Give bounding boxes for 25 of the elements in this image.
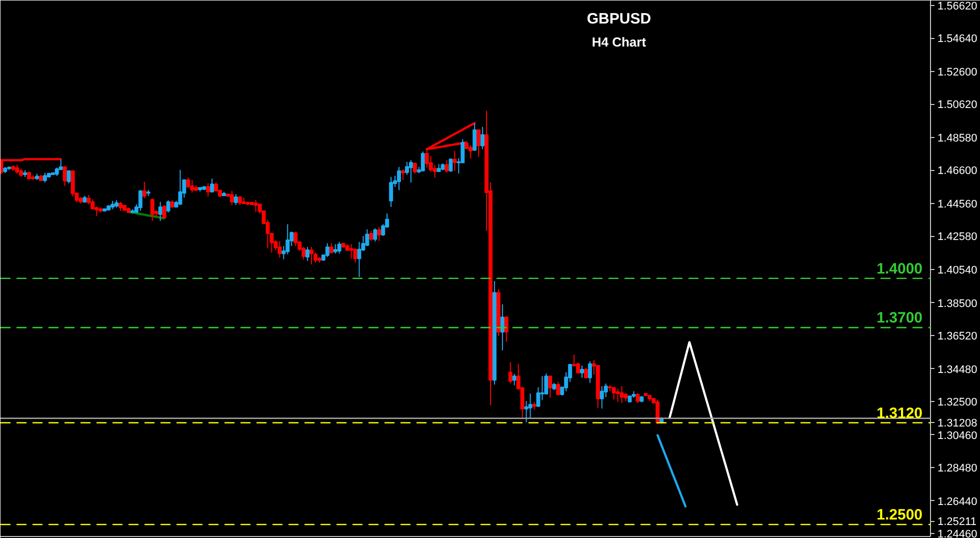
y-tick-label: 1.30460 (938, 430, 978, 442)
y-tick-label: 1.56620 (938, 0, 978, 13)
y-tick-label: 1.52600 (938, 66, 978, 79)
y-tick-label: 1.46600 (938, 165, 978, 178)
y-tick-label: 1.40540 (938, 264, 978, 276)
y-tick-label: 1.44560 (938, 198, 978, 211)
text: GBPUSD (586, 10, 652, 28)
y-tick-label: 1.32500 (938, 396, 978, 408)
ref-line-label: 1.4000 (876, 260, 923, 278)
ref-line-label: 1.2500 (876, 506, 923, 524)
y-tick-label: 1.42580 (938, 231, 978, 244)
y-tick-label: 1.31208 (938, 418, 978, 430)
y-tick-label: 1.38500 (938, 298, 978, 310)
y-tick-label: 1.28480 (938, 462, 978, 474)
y-tick-label: 1.48580 (938, 132, 978, 145)
y-tick-label: 1.36520 (938, 330, 978, 342)
y-tick-label: 1.24460 (938, 528, 978, 538)
y-tick-label: 1.34480 (938, 364, 978, 376)
y-tick-label: 1.54640 (938, 33, 978, 46)
ref-line-label: 1.3700 (876, 310, 923, 327)
y-tick-label: 1.26440 (938, 496, 978, 508)
y-tick-label: 1.50620 (938, 99, 978, 112)
y-tick-label: 1.25211 (938, 516, 976, 528)
ref-line-label: 1.3120 (876, 404, 923, 422)
text: H4 Chart (592, 34, 647, 50)
